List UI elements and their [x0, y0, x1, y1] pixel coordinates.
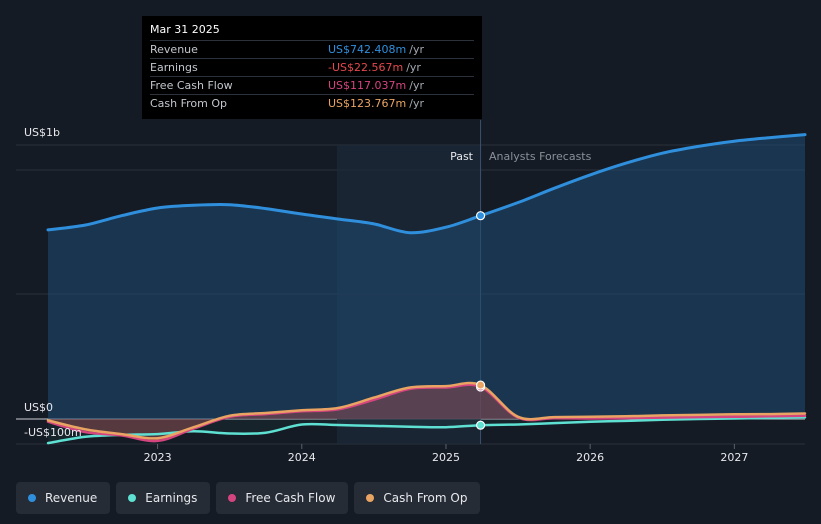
legend-item-cash-from-op[interactable]: Cash From Op	[354, 482, 481, 514]
tooltip-row-free-cash-flow: Free Cash Flow US$117.037m /yr	[150, 76, 474, 94]
tooltip-value: -US$22.567m	[328, 61, 404, 74]
past-label: Past	[450, 150, 474, 163]
legend-label: Cash From Op	[383, 491, 468, 505]
line-free-cash-flow	[46, 383, 807, 443]
tooltip: Mar 31 2025 Revenue US$742.408m /yr Earn…	[142, 16, 482, 119]
legend-item-free-cash-flow[interactable]: Free Cash Flow	[216, 482, 349, 514]
x-tick-label: 2027	[720, 451, 748, 464]
line-cash-from-op	[46, 381, 807, 440]
axis-labels: US$1b US$0 -US$100m Past Analysts Foreca…	[24, 126, 592, 439]
tooltip-label: Cash From Op	[150, 97, 228, 110]
legend-dot-icon	[228, 494, 237, 502]
legend: Revenue Earnings Free Cash Flow Cash Fro…	[16, 482, 481, 514]
legend-dot-icon	[28, 494, 36, 502]
forecast-label: Analysts Forecasts	[489, 150, 592, 163]
tooltip-label: Earnings	[150, 61, 198, 74]
tooltip-label: Free Cash Flow	[150, 79, 233, 92]
tooltip-unit: /yr	[409, 43, 424, 56]
tooltip-value: US$117.037m	[328, 79, 407, 92]
tooltip-value: US$123.767m	[328, 97, 407, 110]
x-tick-label: 2025	[432, 451, 460, 464]
marker-revenue	[475, 211, 486, 221]
hover-markers	[475, 211, 486, 430]
area-earnings	[48, 417, 805, 444]
y-label-top: US$1b	[24, 126, 60, 139]
tooltip-row-revenue: Revenue US$742.408m /yr	[150, 40, 474, 58]
area-cash-from-op	[48, 382, 805, 439]
x-tick-label: 2026	[576, 451, 604, 464]
tooltip-row-cash-from-op: Cash From Op US$123.767m /yr	[150, 94, 474, 112]
tooltip-unit: /yr	[409, 97, 424, 110]
tooltip-value: US$742.408m	[328, 43, 407, 56]
marker-earnings	[475, 420, 486, 430]
tooltip-unit: /yr	[406, 61, 421, 74]
tooltip-date: Mar 31 2025	[150, 23, 220, 36]
area-free-cash-flow	[48, 384, 805, 442]
line-revenue	[46, 133, 807, 235]
legend-item-earnings[interactable]: Earnings	[116, 482, 211, 514]
y-label-zero: US$0	[24, 401, 53, 414]
tooltip-unit: /yr	[409, 79, 424, 92]
tooltip-label: Revenue	[150, 43, 198, 56]
x-tick-label: 2023	[144, 451, 172, 464]
legend-label: Free Cash Flow	[245, 491, 336, 505]
x-axis-ticks: 2023 2024 2025 2026 2027	[144, 444, 748, 464]
x-tick-label: 2024	[288, 451, 316, 464]
legend-label: Revenue	[45, 491, 98, 505]
series-lines	[46, 133, 807, 445]
legend-dot-icon	[366, 494, 375, 502]
legend-label: Earnings	[145, 491, 198, 505]
tooltip-row-earnings: Earnings -US$22.567m /yr	[150, 58, 474, 76]
marker-cash-from-op	[475, 380, 486, 390]
legend-item-revenue[interactable]: Revenue	[16, 482, 111, 514]
legend-dot-icon	[128, 494, 137, 502]
y-label-bottom: -US$100m	[24, 426, 82, 439]
